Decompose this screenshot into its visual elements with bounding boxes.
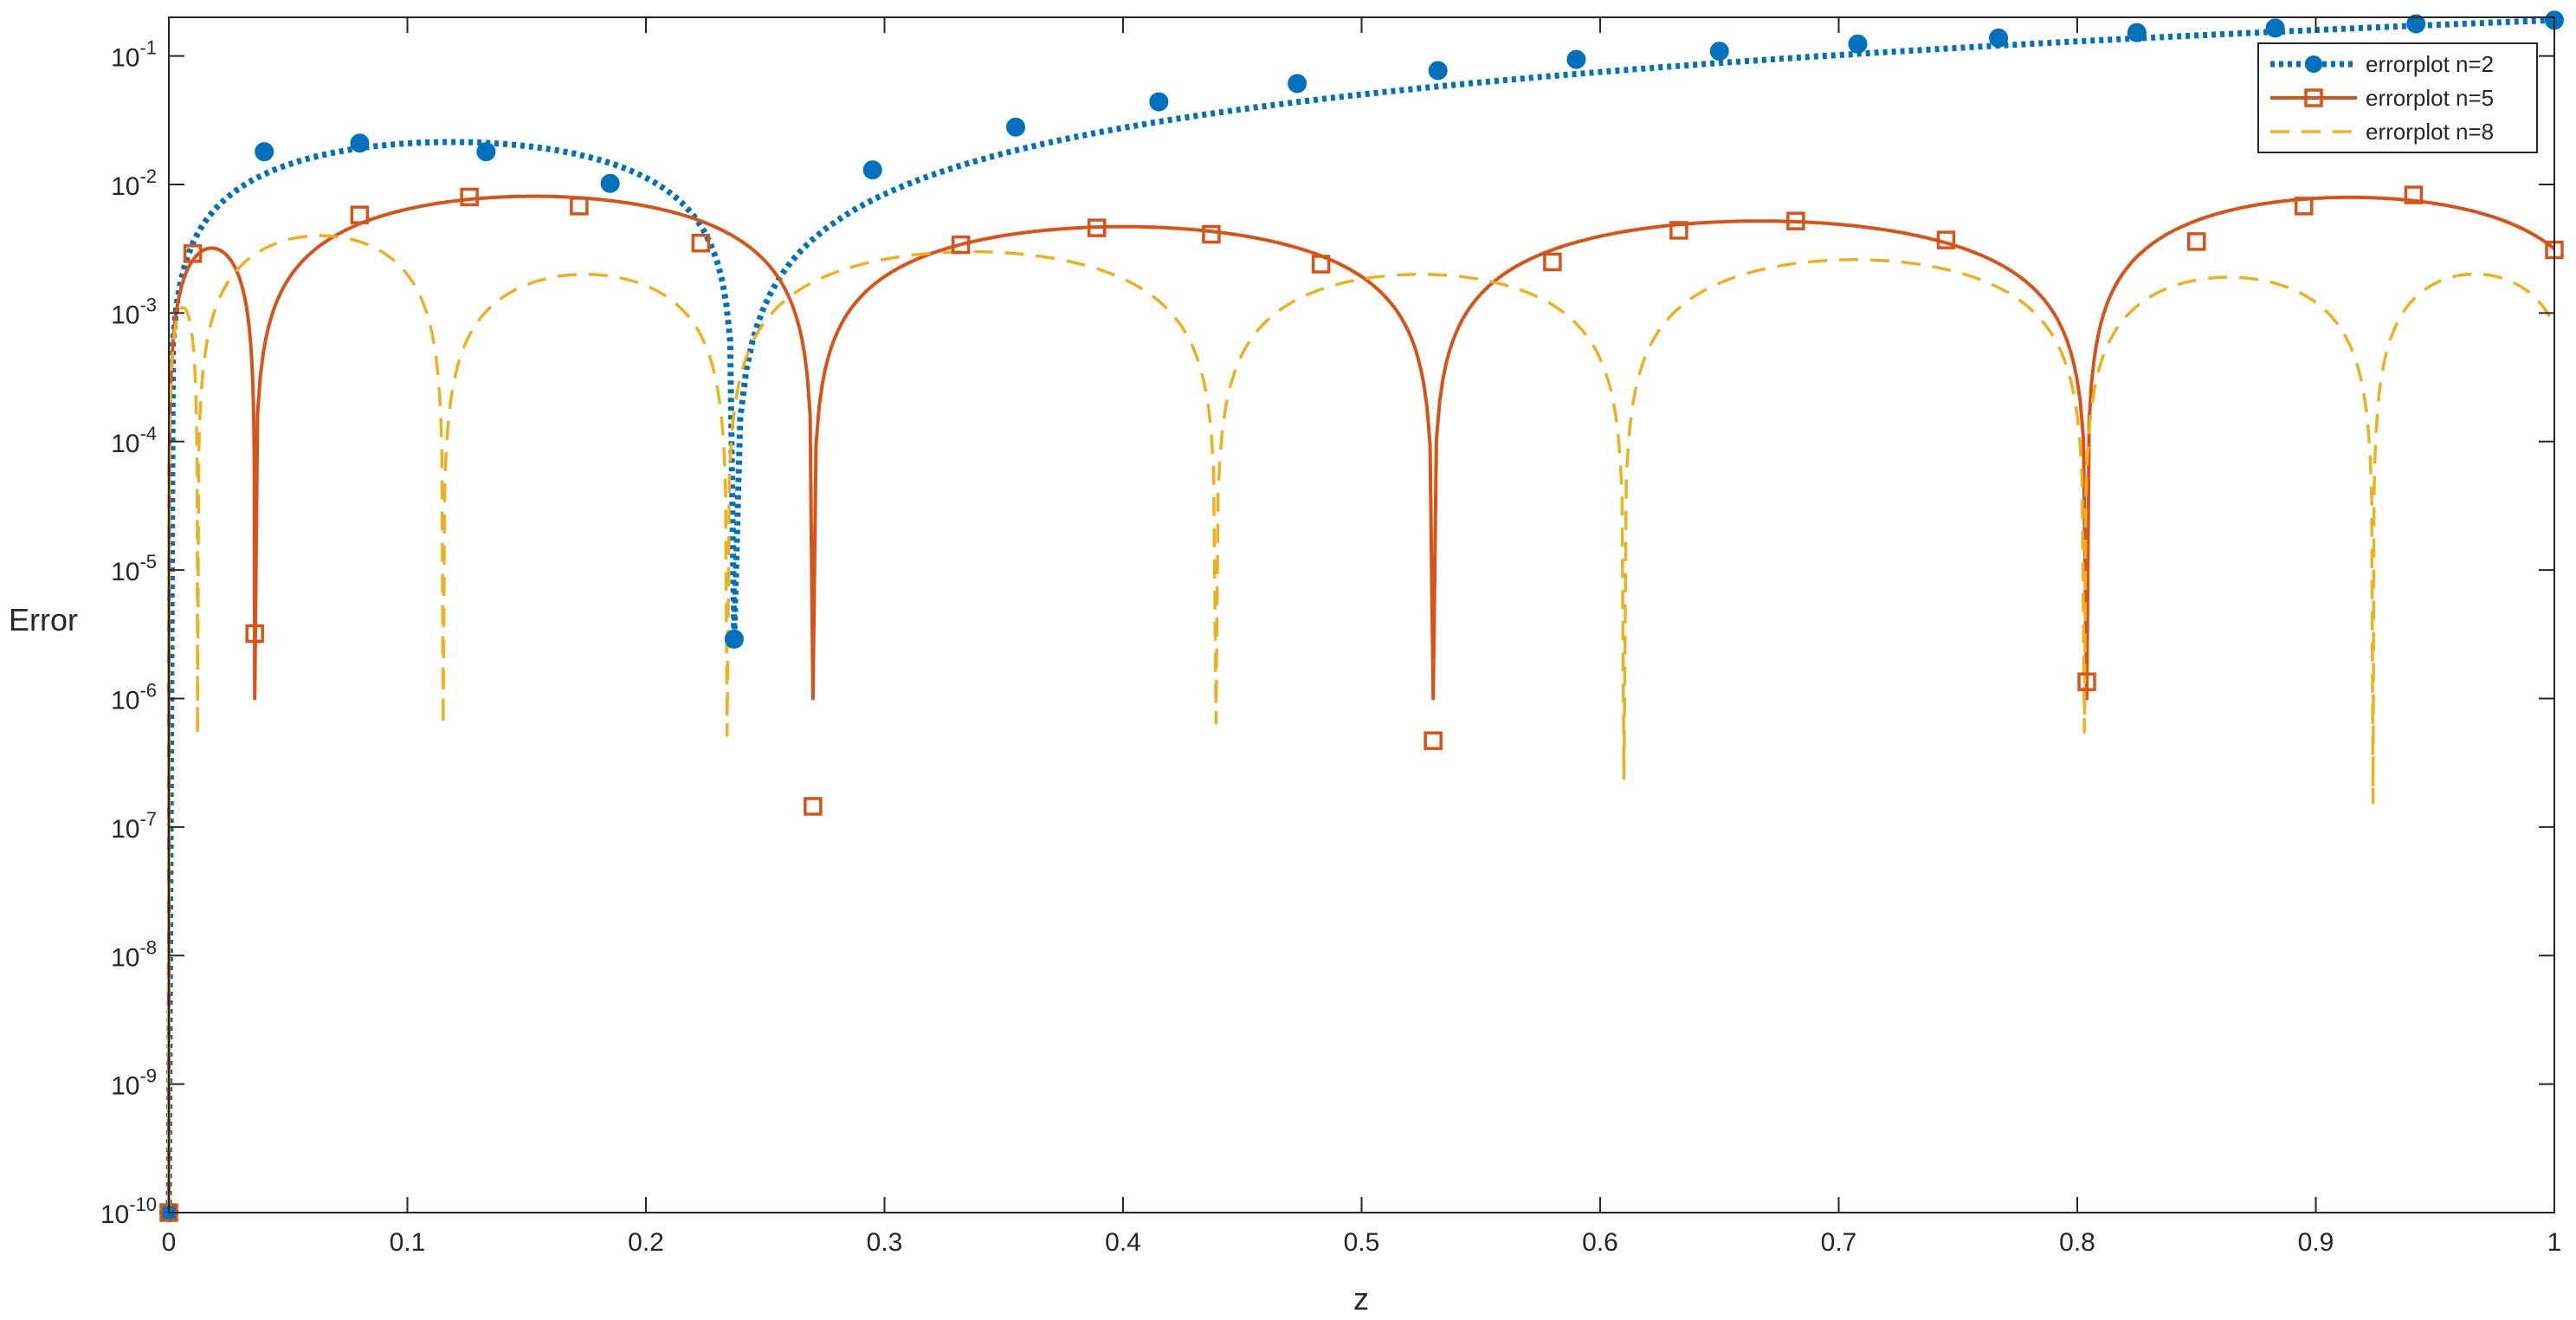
x-tick-label: 0.3	[867, 1228, 903, 1257]
data-point-marker	[726, 631, 743, 648]
data-point-marker	[602, 175, 619, 192]
data-point-marker	[864, 161, 881, 178]
y-tick-label: 10-9	[111, 1065, 157, 1101]
x-axis-label: z	[1353, 1281, 1369, 1317]
x-tick-label: 0.2	[628, 1228, 664, 1257]
x-tick-label: 0.8	[2059, 1228, 2095, 1257]
y-tick-label: 10-3	[111, 294, 157, 329]
data-point-marker	[1288, 75, 1306, 93]
legend: errorplot n=2 errorplot n=5 errorplot n=8	[2258, 43, 2537, 152]
y-tick-label: 10-1	[111, 37, 157, 73]
x-tick-label: 0.6	[1582, 1228, 1618, 1257]
y-tick-label: 10-4	[111, 423, 157, 458]
data-point-marker	[1711, 42, 1728, 60]
data-point-marker	[477, 143, 494, 160]
legend-label-2: errorplot n=5	[2366, 85, 2494, 111]
y-tick-label: 10-7	[111, 808, 157, 844]
data-point-marker	[1850, 36, 1867, 53]
data-point-marker	[2128, 24, 2146, 42]
x-tick-label: 0.1	[390, 1228, 426, 1257]
x-tick-label: 0.7	[1821, 1228, 1857, 1257]
data-point-marker	[255, 143, 273, 160]
data-point-marker	[351, 134, 368, 152]
y-axis-label: Error	[9, 602, 78, 637]
x-tick-label: 0	[162, 1228, 177, 1257]
data-point-marker	[2267, 19, 2284, 36]
x-tick-label: 0.9	[2298, 1228, 2334, 1257]
y-tick-label: 10-8	[111, 936, 157, 972]
data-point-marker	[1430, 62, 1447, 80]
y-tick-label: 10-10	[100, 1194, 157, 1229]
y-tick-label: 10-6	[111, 680, 157, 715]
x-tick-label: 1	[2547, 1228, 2562, 1257]
x-tick-label: 0.5	[1344, 1228, 1380, 1257]
data-point-marker	[1567, 51, 1585, 68]
data-point-marker	[1990, 29, 2007, 47]
x-tick-label: 0.4	[1105, 1228, 1141, 1257]
data-point-marker	[1007, 119, 1024, 136]
data-point-marker	[1150, 94, 1167, 111]
legend-label-1: errorplot n=2	[2366, 51, 2494, 77]
legend-marker	[2305, 55, 2322, 73]
y-tick-label: 10-2	[111, 165, 157, 201]
legend-label-3: errorplot n=8	[2366, 119, 2494, 145]
y-tick-label: 10-5	[111, 551, 157, 586]
